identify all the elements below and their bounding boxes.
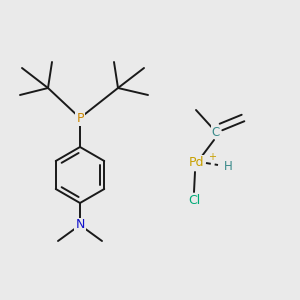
Text: P: P [76,112,84,124]
Text: N: N [75,218,85,232]
Text: H: H [224,160,232,172]
Text: +: + [208,152,216,162]
Text: Pd: Pd [188,155,204,169]
Text: C: C [212,125,220,139]
Text: Cl: Cl [188,194,200,206]
